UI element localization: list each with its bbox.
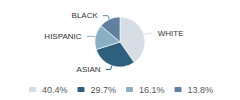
svg-text:40.4%: 40.4% <box>42 85 68 95</box>
svg-text:ASIAN: ASIAN <box>77 65 101 74</box>
svg-text:16.1%: 16.1% <box>139 85 165 95</box>
svg-text:BLACK: BLACK <box>72 11 99 20</box>
svg-text:HISPANIC: HISPANIC <box>44 32 81 41</box>
svg-text:29.7%: 29.7% <box>90 85 116 95</box>
svg-text:13.8%: 13.8% <box>188 85 214 95</box>
svg-text:WHITE: WHITE <box>158 29 184 38</box>
